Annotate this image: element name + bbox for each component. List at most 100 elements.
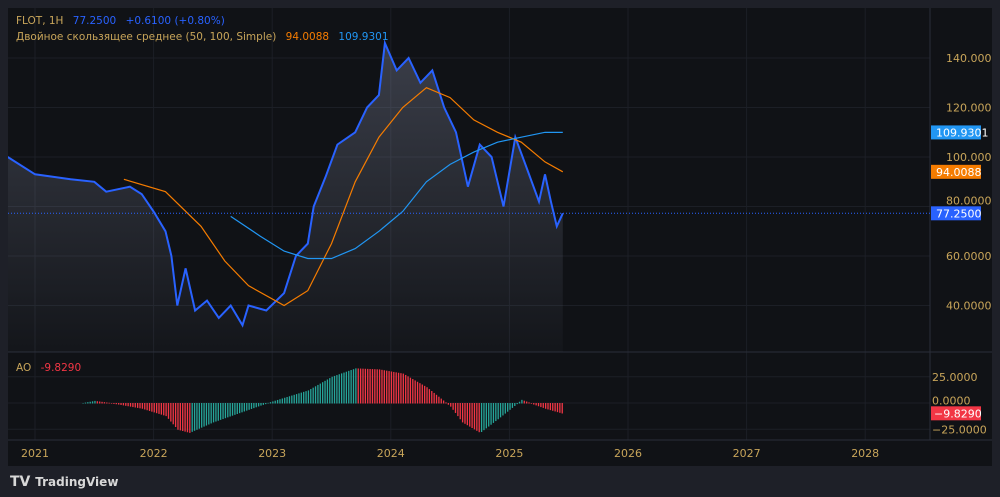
ao-bar (118, 403, 120, 405)
ao-bar (414, 380, 416, 404)
ao-bar (170, 403, 172, 422)
ao-bar (374, 369, 376, 404)
ao-bar (319, 383, 321, 404)
ao-bar (386, 370, 388, 404)
ao-bar (364, 368, 367, 404)
ao-bar (511, 403, 514, 408)
ao-bar (222, 403, 224, 420)
ao-bar (480, 403, 483, 432)
y-tick-label: 100.0000 (946, 151, 992, 164)
ao-bar (452, 403, 454, 410)
ao-bar (450, 403, 452, 407)
ao-bar (378, 369, 381, 404)
ao-bar (87, 402, 89, 404)
ao-bar (376, 369, 378, 404)
ao-bar (103, 402, 106, 404)
symbol-label[interactable]: FLOT, 1H (16, 15, 64, 27)
ao-bar (267, 402, 269, 404)
ao-bar (554, 403, 556, 412)
ao-bar (322, 382, 324, 404)
ao-bar (224, 403, 227, 419)
ao-bar (269, 402, 272, 404)
ao-bar (89, 401, 91, 404)
ao-bar (229, 403, 231, 417)
ao-bar (110, 403, 113, 404)
x-tick-label: 2027 (733, 447, 761, 460)
price-tag-label: 109.9301 (936, 126, 989, 139)
y-tick-label: 140.0000 (946, 52, 992, 65)
ao-bar (99, 401, 101, 404)
ao-bar (84, 402, 87, 404)
ao-bar (419, 383, 421, 404)
ao-bar (324, 380, 326, 404)
ao-bar (369, 368, 371, 404)
ao-bar (113, 403, 115, 404)
ao-tick-label: −25.0000 (932, 423, 987, 436)
ao-bar (362, 368, 364, 404)
ao-bar (155, 403, 158, 414)
ao-bar (272, 401, 274, 404)
price-tag-label: 77.2500 (936, 207, 982, 220)
ao-bar (442, 400, 445, 404)
ao-label[interactable]: AO (16, 362, 32, 374)
x-tick-label: 2022 (140, 447, 168, 460)
ao-bar (141, 403, 144, 409)
ao-bar (132, 403, 134, 408)
ao-bar (136, 403, 139, 408)
ao-bar (340, 373, 343, 404)
ao-bar (153, 403, 155, 413)
price-tag (931, 164, 981, 179)
ao-bar (331, 376, 333, 404)
ao-bar (288, 396, 291, 404)
ao-bar (490, 403, 492, 425)
ao-bar (94, 400, 96, 404)
ao-bar (537, 403, 540, 407)
ao-bar (257, 403, 260, 407)
ao-bar (312, 387, 314, 404)
ao-bar (281, 398, 283, 404)
ao-bar (189, 403, 191, 433)
ao-bar (528, 402, 530, 404)
ao-bar (407, 376, 409, 404)
ao-bar (151, 403, 153, 412)
ao-bar (485, 403, 487, 429)
ao-bar (459, 403, 461, 420)
ao-bar (303, 391, 305, 404)
ao-bar (544, 403, 547, 409)
price-tag (931, 206, 981, 221)
ao-bar (248, 403, 250, 410)
ao-bar (471, 403, 473, 428)
ao-bar (241, 403, 243, 413)
ao-bar (497, 403, 499, 420)
tradingview-logo[interactable]: 𝗧𝗩 TradingView (10, 474, 118, 490)
ao-bar (381, 369, 383, 404)
ao-bar (120, 403, 122, 405)
ao-bar (125, 403, 127, 406)
ao-bar (428, 389, 431, 404)
ao-bar (492, 403, 495, 423)
ao-bar (521, 399, 523, 404)
ao-bar (184, 403, 186, 432)
ao-bar (424, 385, 426, 404)
chart-container[interactable]: 2021 2022 2023 2024 2025 2026 2027 2028 140.0000… (8, 8, 992, 466)
ao-bar (227, 403, 229, 418)
price-area (8, 43, 563, 352)
ao-bar (464, 403, 466, 424)
ao-bar (196, 403, 198, 430)
ao-bar (326, 379, 329, 404)
ao-bar (260, 403, 262, 406)
ao-bar (357, 368, 359, 404)
ao-bar (416, 381, 419, 404)
ao-bar (106, 402, 108, 404)
ao-bar (236, 403, 238, 414)
ao-bar (307, 390, 310, 404)
ao-bar (210, 403, 212, 424)
ao-bar (314, 386, 317, 404)
ao-value: -9.8290 (40, 362, 82, 374)
chart-svg[interactable]: 2021 2022 2023 2024 2025 2026 2027 2028 140.0000… (8, 8, 992, 466)
ao-bar (535, 403, 537, 406)
ao-bar (461, 403, 464, 423)
ao-bar (495, 403, 497, 422)
ao-bar (82, 403, 84, 404)
ma-label[interactable]: Двойное скользящее среднее (50, 100, Sim… (16, 31, 277, 43)
